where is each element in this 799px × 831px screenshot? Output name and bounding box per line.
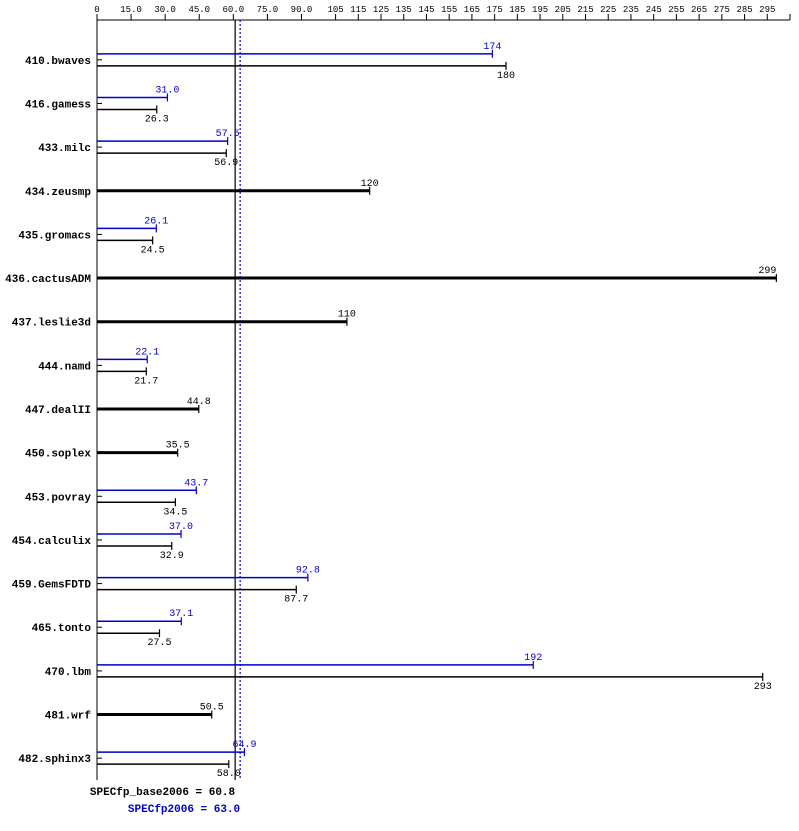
- benchmark-label: 450.soplex: [25, 449, 91, 461]
- benchmark-value: 56.9: [214, 158, 238, 169]
- benchmark-value: 120: [361, 179, 379, 190]
- benchmark-value: 64.9: [232, 740, 256, 751]
- benchmark-value: 50.5: [200, 703, 224, 714]
- benchmark-value: 87.7: [284, 595, 308, 606]
- benchmark-value: 22.1: [135, 347, 159, 358]
- axis-tick-label: 60.0: [223, 5, 245, 15]
- benchmark-value: 21.7: [134, 376, 158, 387]
- axis-tick-label: 285: [736, 5, 752, 15]
- benchmark-value: 92.8: [296, 566, 320, 577]
- benchmark-value: 32.9: [160, 551, 184, 562]
- benchmark-value: 26.3: [145, 114, 169, 125]
- benchmark-label: 410.bwaves: [25, 56, 91, 68]
- axis-tick-label: 155: [441, 5, 457, 15]
- axis-tick-label: 145: [418, 5, 434, 15]
- benchmark-label: 482.sphinx3: [18, 754, 91, 766]
- benchmark-value: 34.5: [163, 507, 187, 518]
- benchmark-value: 110: [338, 310, 356, 321]
- axis-tick-label: 115: [350, 5, 366, 15]
- benchmark-value: 180: [497, 71, 515, 82]
- benchmark-value: 44.8: [187, 397, 211, 408]
- benchmark-label: 416.gamess: [25, 99, 91, 111]
- reference-line-label: SPECfp2006 = 63.0: [128, 804, 240, 816]
- axis-tick-label: 235: [623, 5, 639, 15]
- benchmark-value: 293: [754, 682, 772, 693]
- axis-tick-label: 265: [691, 5, 707, 15]
- axis-tick-label: 275: [714, 5, 730, 15]
- axis-tick-label: 245: [646, 5, 662, 15]
- benchmark-label: 437.leslie3d: [12, 318, 91, 330]
- axis-tick-label: 185: [509, 5, 525, 15]
- benchmark-label: 447.dealII: [25, 405, 91, 417]
- axis-tick-label: 205: [555, 5, 571, 15]
- benchmark-label: 470.lbm: [45, 667, 92, 679]
- axis-tick-label: 30.0: [154, 5, 176, 15]
- axis-tick-label: 195: [532, 5, 548, 15]
- benchmark-label: 436.cactusADM: [5, 274, 91, 286]
- benchmark-label: 433.milc: [38, 143, 91, 155]
- benchmark-label: 481.wrf: [45, 711, 92, 723]
- axis-tick-label: 90.0: [291, 5, 313, 15]
- specfp2006-chart: 0 15.0 30.0 45.0 60.0 75.0 90.0 105 115 125 135 145…: [0, 0, 799, 831]
- benchmark-value: 24.5: [141, 245, 165, 256]
- benchmark-value: 31.0: [155, 85, 179, 96]
- axis-tick-label: 175: [487, 5, 503, 15]
- axis-tick-label: 215: [577, 5, 593, 15]
- reference-line-label: SPECfp_base2006 = 60.8: [90, 787, 236, 799]
- axis-tick-label: 165: [464, 5, 480, 15]
- benchmark-value: 192: [524, 653, 542, 664]
- benchmark-label: 454.calculix: [12, 536, 92, 548]
- benchmark-value: 57.5: [216, 129, 240, 140]
- axis-tick-label: 225: [600, 5, 616, 15]
- benchmark-value: 37.1: [169, 609, 193, 620]
- benchmark-value: 174: [483, 42, 501, 53]
- benchmark-value: 27.5: [147, 638, 171, 649]
- benchmark-value: 58.0: [217, 769, 241, 780]
- axis-tick-label: 125: [373, 5, 389, 15]
- axis-tick-label: 295: [759, 5, 775, 15]
- benchmark-label: 453.povray: [25, 492, 91, 504]
- benchmark-value: 43.7: [184, 478, 208, 489]
- benchmark-value: 299: [758, 266, 776, 277]
- benchmark-label: 434.zeusmp: [25, 187, 91, 199]
- benchmark-value: 37.0: [169, 522, 193, 533]
- benchmark-value: 35.5: [166, 441, 190, 452]
- benchmark-label: 435.gromacs: [18, 230, 91, 242]
- axis-tick-label: 15.0: [120, 5, 142, 15]
- axis-tick-label: 135: [396, 5, 412, 15]
- axis-tick-label: 255: [668, 5, 684, 15]
- benchmark-label: 444.namd: [38, 361, 91, 373]
- axis-tick-label: 75.0: [257, 5, 279, 15]
- benchmark-label: 465.tonto: [32, 623, 92, 635]
- benchmark-label: 459.GemsFDTD: [12, 580, 92, 592]
- benchmark-value: 26.1: [144, 216, 168, 227]
- axis-tick-label: 0: [94, 5, 99, 15]
- axis-tick-label: 45.0: [188, 5, 210, 15]
- axis-tick-label: 105: [327, 5, 343, 15]
